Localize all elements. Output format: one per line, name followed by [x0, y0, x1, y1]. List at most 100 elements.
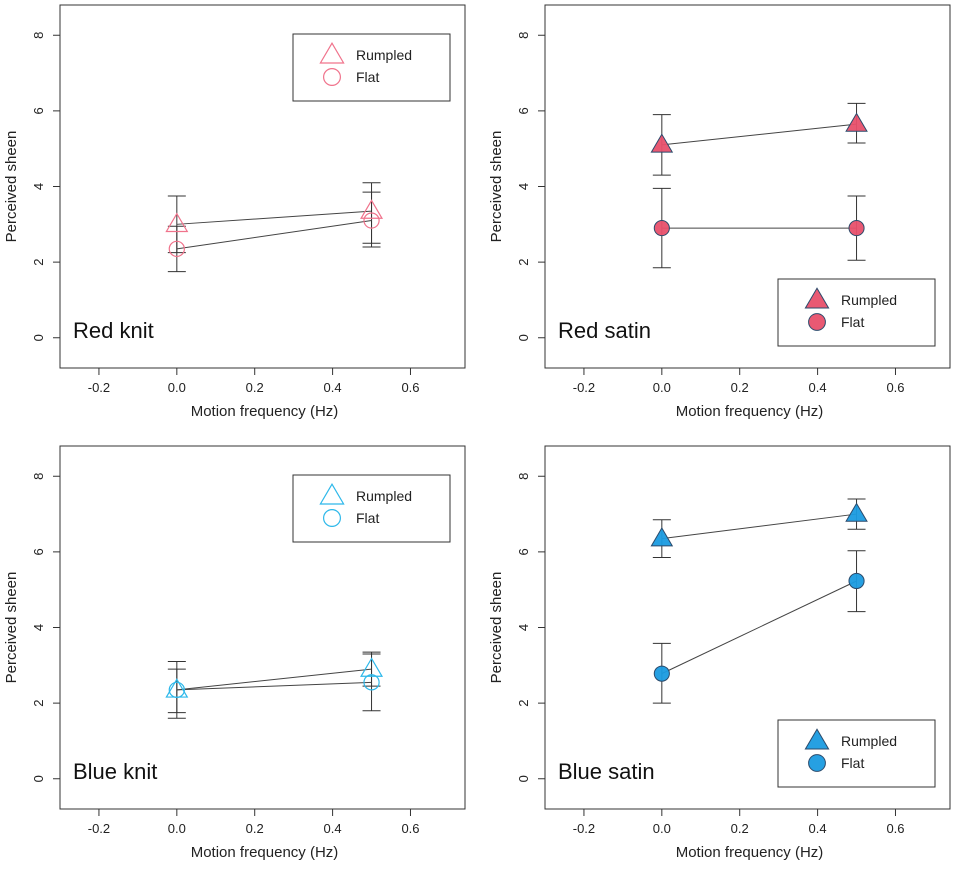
legend-triangle-marker: [319, 42, 345, 64]
legend-label-rumpled: Rumpled: [841, 292, 897, 308]
y-tick-label: 0: [31, 775, 46, 782]
series-line: [661, 580, 857, 675]
circle-marker: [848, 220, 865, 237]
x-tick-label: 0.2: [731, 380, 749, 395]
legend-label-rumpled: Rumpled: [356, 47, 412, 63]
legend-box: [292, 33, 451, 102]
markers-flat: [168, 674, 380, 699]
y-tick-label: 4: [516, 624, 531, 631]
series-line: [176, 210, 372, 225]
x-axis-label: Motion frequency (Hz): [676, 403, 824, 420]
legend-box: [777, 278, 936, 347]
series-rumpled: [167, 182, 381, 254]
circle-marker: [848, 572, 865, 590]
legend-triangle-marker: [319, 483, 345, 505]
circle-marker: [653, 220, 670, 237]
legend-label-flat: Flat: [841, 755, 864, 771]
y-axis-label: Perceived sheen: [488, 572, 505, 684]
x-tick-label: 0.4: [809, 821, 827, 836]
markers-flat: [653, 220, 865, 237]
y-tick-label: 8: [516, 473, 531, 480]
y-tick-label: 2: [516, 259, 531, 266]
y-axis-label: Perceived sheen: [3, 572, 20, 684]
x-tick-label: -0.2: [573, 380, 595, 395]
red-knit-chart: -0.2 0.0 0.2 0.4 0.6 0 2 4 6 8 Motion frequency (H…: [3, 4, 466, 420]
y-axis-label: Perceived sheen: [488, 131, 505, 243]
x-tick-label: -0.2: [88, 380, 110, 395]
legend-circle-marker: [808, 754, 826, 772]
y-tick-label: 4: [31, 183, 46, 190]
panel-label: Red satin: [558, 318, 651, 343]
y-tick-label: 8: [31, 32, 46, 39]
legend-label-rumpled: Rumpled: [356, 488, 412, 504]
series-rumpled: [652, 498, 866, 559]
x-tick-label: -0.2: [573, 821, 595, 836]
legend-label-flat: Flat: [841, 314, 864, 330]
y-tick-label: 4: [31, 624, 46, 631]
x-tick-label: 0.0: [168, 821, 186, 836]
x-tick-label: 0.2: [246, 821, 264, 836]
series-flat: [652, 187, 866, 269]
series-rumpled: [652, 102, 866, 176]
series-line: [176, 668, 372, 691]
legend-triangle-marker: [804, 728, 830, 750]
triangle-marker: [845, 112, 868, 132]
series-line: [176, 681, 372, 691]
y-tick-label: 6: [516, 107, 531, 114]
x-tick-label: 0.0: [653, 821, 671, 836]
y-tick-label: 2: [516, 700, 531, 707]
red-satin-chart: -0.2 0.0 0.2 0.4 0.6 0 2 4 6 8 Motion frequency (H…: [488, 4, 951, 420]
x-tick-label: 0.6: [886, 380, 904, 395]
y-tick-label: 0: [516, 334, 531, 341]
y-tick-label: 0: [516, 775, 531, 782]
legend-label-rumpled: Rumpled: [841, 733, 897, 749]
y-tick-label: 0: [31, 334, 46, 341]
markers-rumpled: [650, 502, 868, 547]
legend-circle-marker: [323, 67, 342, 86]
legend: Rumpled Flat: [777, 719, 936, 788]
x-tick-label: 0.2: [731, 821, 749, 836]
blue-knit-chart: -0.2 0.0 0.2 0.4 0.6 0 2 4 6 8 Motion frequency (H…: [3, 445, 466, 861]
markers-rumpled: [165, 199, 384, 233]
legend-box: [777, 719, 936, 788]
y-tick-label: 8: [31, 473, 46, 480]
markers-rumpled: [650, 112, 868, 153]
series-rumpled: [167, 651, 381, 714]
x-tick-label: -0.2: [88, 821, 110, 836]
y-tick-label: 2: [31, 700, 46, 707]
y-tick-label: 2: [31, 259, 46, 266]
x-tick-label: 0.6: [401, 380, 419, 395]
x-axis-label: Motion frequency (Hz): [191, 403, 339, 420]
x-tick-label: 0.4: [324, 821, 342, 836]
triangle-marker: [845, 502, 868, 522]
panel-label: Blue knit: [73, 759, 157, 784]
x-tick-label: 0.0: [168, 380, 186, 395]
x-tick-label: 0.2: [246, 380, 264, 395]
circle-marker: [168, 240, 185, 258]
circle-marker: [363, 212, 380, 229]
triangle-marker: [650, 133, 674, 153]
panel-label: Red knit: [73, 318, 154, 343]
legend: Rumpled Flat: [777, 278, 936, 347]
legend-label-flat: Flat: [356, 69, 379, 85]
x-tick-label: 0.4: [324, 380, 342, 395]
panel-label: Blue satin: [558, 759, 655, 784]
legend: Rumpled Flat: [292, 33, 451, 102]
y-tick-label: 6: [31, 548, 46, 555]
legend-label-flat: Flat: [356, 510, 379, 526]
triangle-marker: [650, 527, 674, 547]
x-tick-label: 0.6: [401, 821, 419, 836]
circle-marker: [168, 681, 185, 699]
legend-circle-marker: [808, 313, 826, 331]
y-tick-label: 6: [31, 107, 46, 114]
triangle-marker: [360, 657, 384, 677]
series-flat: [167, 653, 381, 719]
blue-satin-chart: -0.2 0.0 0.2 0.4 0.6 0 2 4 6 8 Motion frequency (H…: [488, 445, 951, 861]
x-tick-label: 0.6: [886, 821, 904, 836]
x-tick-label: 0.0: [653, 380, 671, 395]
x-axis-label: Motion frequency (Hz): [676, 844, 824, 861]
series-line: [176, 220, 372, 250]
triangle-marker: [360, 199, 384, 219]
y-tick-label: 8: [516, 32, 531, 39]
